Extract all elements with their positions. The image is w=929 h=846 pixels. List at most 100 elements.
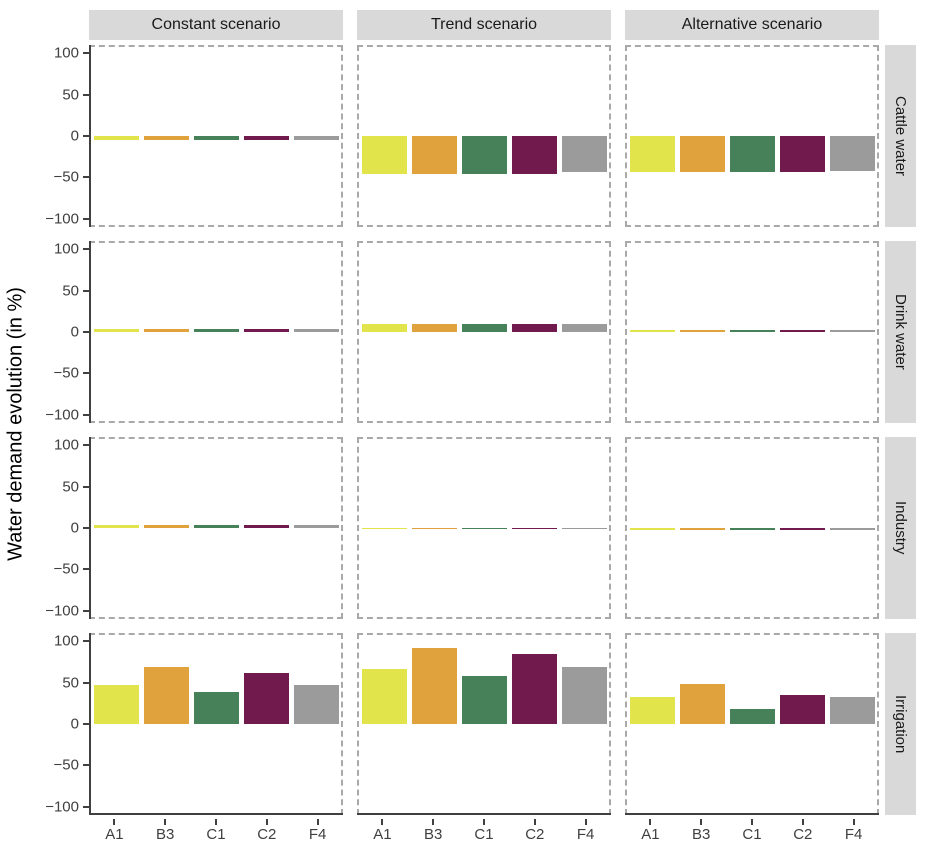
bar-F4 [293,136,339,141]
y-tick-mark [83,681,89,684]
y-tick-mark [83,176,89,179]
x-tick-mark [215,819,217,825]
x-tick-label: C1 [742,826,762,843]
y-tick-mark [83,93,89,96]
y-tick-mark [83,640,89,643]
bar-C1 [193,691,239,724]
panel-industry-alternative [625,437,879,619]
x-tick-mark [164,819,167,825]
bar-C2 [779,694,825,724]
x-tick-label: F4 [844,826,863,843]
x-tick-mark [432,819,435,825]
y-tick-label: 0 [70,127,79,145]
y-tick-mark [83,805,89,808]
bar-F4 [561,528,607,529]
bar-C1 [461,323,507,332]
bar-C1 [729,528,775,530]
x-tick-label: B3 [692,826,711,843]
bar-C1 [193,328,239,332]
x-tick-mark [801,819,804,825]
bar-C1 [461,528,507,529]
bar-C2 [243,524,289,528]
facet-grid: Constant scenario Trend scenario Alterna… [30,10,916,845]
y-tick-mark [83,372,89,375]
y-tick-label: −50 [53,168,79,186]
x-tick-label: B3 [424,826,443,843]
y-axis-title: Water demand evolution (in %) [4,287,27,561]
bar-A1 [361,136,407,175]
bar-B3 [411,528,457,529]
x-tick-mark [483,819,485,825]
x-tick-mark [700,819,703,825]
bar-A1 [93,136,139,141]
y-axis-labels-irrigation: 100 50 0 −50 −100 [30,633,89,815]
bar-F4 [829,528,875,530]
bar-C2 [779,528,825,530]
bar-C2 [243,136,289,141]
x-axis-labels-constant: A1 B3 C1 C2 F4 [89,819,343,845]
x-tick-label: F4 [576,826,595,843]
y-axis-labels-drink-water: 100 50 0 −50 −100 [30,241,89,423]
y-tick-label: −50 [53,364,79,382]
y-tick-mark [83,568,89,571]
bar-C1 [729,708,775,724]
y-tick-label: 50 [62,674,79,692]
facet-column-strip-trend: Trend scenario [357,10,611,40]
x-tick-label: B3 [156,826,175,843]
bar-B3 [411,647,457,724]
panel-cattle-water-constant [89,45,343,227]
bar-C2 [779,330,825,332]
bar-C2 [243,328,289,332]
y-tick-label: 100 [53,632,79,650]
panel-industry-constant [89,437,343,619]
facet-row-strip-irrigation: Irrigation [885,633,916,815]
facet-row-label: Industry [892,501,909,555]
y-tick-mark [83,609,89,612]
bar-A1 [361,528,407,529]
bar-C2 [779,136,825,172]
y-tick-label: −100 [45,798,79,816]
bar-C1 [193,524,239,528]
y-tick-label: 50 [62,282,79,300]
x-tick-mark [852,819,855,825]
x-tick-label: A1 [373,826,392,843]
facet-column-strip-constant: Constant scenario [89,10,343,40]
x-tick-mark [113,819,116,825]
bar-F4 [829,697,875,724]
y-tick-mark [83,248,89,251]
panel-industry-trend [357,437,611,619]
panel-cattle-water-trend [357,45,611,227]
panel-drink-water-trend [357,241,611,423]
x-axis-labels-alternative: A1 B3 C1 C2 F4 [625,819,879,845]
y-axis-labels-cattle-water: 100 50 0 −50 −100 [30,45,89,227]
bar-A1 [93,524,139,528]
x-tick-mark [381,819,384,825]
bar-A1 [629,697,675,724]
y-tick-mark [83,52,89,55]
y-tick-mark [83,217,89,220]
x-tick-mark [649,819,652,825]
facet-row-label: Irrigation [892,694,909,754]
y-tick-mark [83,723,89,725]
bar-F4 [561,136,607,173]
bar-C1 [729,330,775,332]
bar-B3 [143,136,189,141]
y-tick-mark [83,289,89,292]
bar-B3 [679,330,725,332]
bar-B3 [411,323,457,332]
y-axis-labels-industry: 100 50 0 −50 −100 [30,437,89,619]
y-tick-mark [83,527,89,529]
bar-A1 [629,330,675,332]
facet-column-strip-alternative: Alternative scenario [625,10,879,40]
y-tick-label: 50 [62,478,79,496]
x-tick-label: A1 [105,826,124,843]
facet-row-strip-cattle-water: Cattle water [885,45,916,227]
y-tick-label: −100 [45,406,79,424]
bar-F4 [293,524,339,528]
y-tick-mark [83,764,89,767]
bar-F4 [293,328,339,332]
y-tick-label: 0 [70,715,79,733]
panel-cattle-water-alternative [625,45,879,227]
x-tick-mark [584,819,587,825]
y-tick-label: 0 [70,519,79,537]
